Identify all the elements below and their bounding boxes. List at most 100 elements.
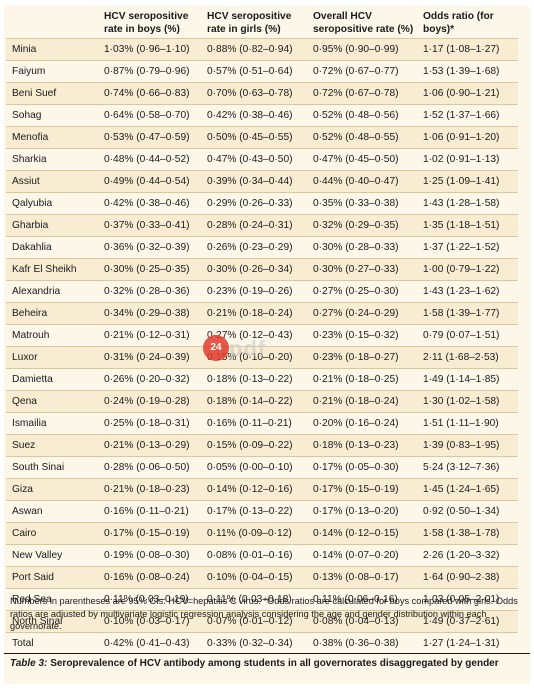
table-caption: Table 3: Seroprevalence of HCV antibody … bbox=[4, 653, 530, 674]
table-row: Faiyum 0·87% (0·79–0·96) 0·57% (0·51–0·64)… bbox=[6, 60, 518, 83]
girls-rate-cell: 0·30% (0·26–0·34) bbox=[203, 258, 309, 281]
overall-rate-cell: 0·21% (0·18–0·24) bbox=[309, 390, 419, 413]
governorate-cell: Beni Suef bbox=[6, 82, 100, 105]
table-row: Beheira 0·34% (0·29–0·38) 0·21% (0·18–0·24… bbox=[6, 302, 518, 325]
boys-rate-cell: 0·11% (0·03–0·19) bbox=[100, 588, 203, 611]
boys-rate-cell: 0·16% (0·11–0·21) bbox=[100, 500, 203, 523]
girls-rate-cell: 0·39% (0·34–0·44) bbox=[203, 170, 309, 193]
header-boys-rate: HCV seropositive rate in boys (%) bbox=[104, 11, 189, 35]
boys-rate-cell: 0·28% (0·06–0·50) bbox=[100, 456, 203, 479]
girls-rate-cell: 0·27% (0·12–0·43) bbox=[203, 324, 309, 347]
girls-rate-cell: 0·15% (0·09–0·22) bbox=[203, 434, 309, 457]
overall-rate-cell: 0·52% (0·48–0·55) bbox=[309, 126, 419, 149]
seroprevalence-table: HCV seropositive rate in boys (%) HCV se… bbox=[6, 2, 518, 655]
governorate-cell: Total bbox=[6, 632, 100, 655]
overall-rate-cell: 0·35% (0·33–0·38) bbox=[309, 192, 419, 215]
odds-ratio-cell: 1·06 (0·90–1·21) bbox=[419, 82, 518, 105]
table-row: North Sinai 0·10% (0·03–0·17) 0·07% (0·01–… bbox=[6, 610, 518, 633]
governorate-cell: South Sinai bbox=[6, 456, 100, 479]
boys-rate-cell: 0·31% (0·24–0·39) bbox=[100, 346, 203, 369]
boys-rate-cell: 0·24% (0·19–0·28) bbox=[100, 390, 203, 413]
boys-rate-cell: 0·37% (0·33–0·41) bbox=[100, 214, 203, 237]
boys-rate-cell: 0·21% (0·18–0·23) bbox=[100, 478, 203, 501]
header-overall-rate: Overall HCV seropositive rate (%) bbox=[313, 11, 414, 35]
odds-ratio-cell: 1·52 (1·37–1·66) bbox=[419, 104, 518, 127]
overall-rate-cell: 0·30% (0·28–0·33) bbox=[309, 236, 419, 259]
table-row: Qalyubia 0·42% (0·38–0·46) 0·29% (0·26–0·3… bbox=[6, 192, 518, 215]
table-row: Menofia 0·53% (0·47–0·59) 0·50% (0·45–0·55… bbox=[6, 126, 518, 149]
girls-rate-cell: 0·18% (0·13–0·22) bbox=[203, 368, 309, 391]
governorate-cell: Damietta bbox=[6, 368, 100, 391]
boys-rate-cell: 0·36% (0·32–0·39) bbox=[100, 236, 203, 259]
boys-rate-cell: 0·30% (0·25–0·35) bbox=[100, 258, 203, 281]
girls-rate-cell: 0·10% (0·04–0·15) bbox=[203, 566, 309, 589]
table-row: Damietta 0·26% (0·20–0·32) 0·18% (0·13–0·2… bbox=[6, 368, 518, 391]
table-row: Assiut 0·49% (0·44–0·54) 0·39% (0·34–0·44)… bbox=[6, 170, 518, 193]
header-girls-rate: HCV seropositive rate in girls (%) bbox=[207, 11, 292, 35]
governorate-cell: New Valley bbox=[6, 544, 100, 567]
odds-ratio-cell: 1·27 (1·24–1·31) bbox=[419, 632, 518, 655]
overall-rate-cell: 0·23% (0·15–0·32) bbox=[309, 324, 419, 347]
overall-rate-cell: 0·17% (0·15–0·19) bbox=[309, 478, 419, 501]
odds-ratio-cell: 1·25 (1·09–1·41) bbox=[419, 170, 518, 193]
girls-rate-cell: 0·18% (0·14–0·22) bbox=[203, 390, 309, 413]
table-header-row: HCV seropositive rate in boys (%) HCV se… bbox=[6, 2, 518, 38]
boys-rate-cell: 0·53% (0·47–0·59) bbox=[100, 126, 203, 149]
odds-ratio-cell: 1·03 (0·05–2·01) bbox=[419, 588, 518, 611]
overall-rate-cell: 0·30% (0·27–0·33) bbox=[309, 258, 419, 281]
girls-rate-cell: 0·15% (0·10–0·20) bbox=[203, 346, 309, 369]
governorate-cell: Red Sea bbox=[6, 588, 100, 611]
odds-ratio-cell: 1·30 (1·02–1·58) bbox=[419, 390, 518, 413]
boys-rate-cell: 0·25% (0·18–0·31) bbox=[100, 412, 203, 435]
odds-ratio-cell: 1·53 (1·39–1·68) bbox=[419, 60, 518, 83]
governorate-cell: Dakahlia bbox=[6, 236, 100, 259]
boys-rate-cell: 1·03% (0·96–1·10) bbox=[100, 37, 203, 61]
girls-rate-cell: 0·42% (0·38–0·46) bbox=[203, 104, 309, 127]
overall-rate-cell: 0·11% (0·06–0·16) bbox=[309, 588, 419, 611]
girls-rate-cell: 0·16% (0·11–0·21) bbox=[203, 412, 309, 435]
overall-rate-cell: 0·32% (0·29–0·35) bbox=[309, 214, 419, 237]
boys-rate-cell: 0·64% (0·58–0·70) bbox=[100, 104, 203, 127]
table-footnotes: Numbers in parentheses are 95% CIs. HCV=… bbox=[10, 596, 518, 631]
table-row: Sharkia 0·48% (0·44–0·52) 0·47% (0·43–0·50… bbox=[6, 148, 518, 171]
odds-ratio-cell: 1·43 (1·23–1·62) bbox=[419, 280, 518, 303]
governorate-cell: Assiut bbox=[6, 170, 100, 193]
boys-rate-cell: 0·26% (0·20–0·32) bbox=[100, 368, 203, 391]
odds-ratio-cell: 2·26 (1·20–3·32) bbox=[419, 544, 518, 567]
girls-rate-cell: 0·57% (0·51–0·64) bbox=[203, 60, 309, 83]
governorate-cell: Qalyubia bbox=[6, 192, 100, 215]
boys-rate-cell: 0·10% (0·03–0·17) bbox=[100, 610, 203, 633]
governorate-cell: Cairo bbox=[6, 522, 100, 545]
table-row: Matrouh 0·21% (0·12–0·31) 0·27% (0·12–0·43… bbox=[6, 324, 518, 347]
odds-ratio-cell: 1·49 (0·37–2·61) bbox=[419, 610, 518, 633]
governorate-cell: Matrouh bbox=[6, 324, 100, 347]
odds-ratio-cell: 5·24 (3·12–7·36) bbox=[419, 456, 518, 479]
odds-ratio-cell: 0·79 (0·07–1·51) bbox=[419, 324, 518, 347]
header-governorate bbox=[6, 2, 100, 38]
governorate-cell: Minia bbox=[6, 37, 100, 61]
overall-rate-cell: 0·14% (0·07–0·20) bbox=[309, 544, 419, 567]
boys-rate-cell: 0·16% (0·08–0·24) bbox=[100, 566, 203, 589]
odds-ratio-cell: 1·00 (0·79–1·22) bbox=[419, 258, 518, 281]
governorate-cell: Sohag bbox=[6, 104, 100, 127]
table-row: Gharbia 0·37% (0·33–0·41) 0·28% (0·24–0·31… bbox=[6, 214, 518, 237]
overall-rate-cell: 0·14% (0·12–0·15) bbox=[309, 522, 419, 545]
governorate-cell: Menofia bbox=[6, 126, 100, 149]
odds-ratio-cell: 1·45 (1·24–1·65) bbox=[419, 478, 518, 501]
overall-rate-cell: 0·13% (0·08–0·17) bbox=[309, 566, 419, 589]
boys-rate-cell: 0·21% (0·12–0·31) bbox=[100, 324, 203, 347]
boys-rate-cell: 0·48% (0·44–0·52) bbox=[100, 148, 203, 171]
governorate-cell: Beheira bbox=[6, 302, 100, 325]
table-row: Alexandria 0·32% (0·28–0·36) 0·23% (0·19–0… bbox=[6, 280, 518, 303]
watermark-badge: 24 bbox=[203, 335, 229, 361]
girls-rate-cell: 0·50% (0·45–0·55) bbox=[203, 126, 309, 149]
governorate-cell: Aswan bbox=[6, 500, 100, 523]
watermark-text: pdf bbox=[229, 336, 267, 361]
governorate-cell: Port Said bbox=[6, 566, 100, 589]
boys-rate-cell: 0·42% (0·38–0·46) bbox=[100, 192, 203, 215]
odds-ratio-cell: 1·51 (1·11–1·90) bbox=[419, 412, 518, 435]
header-odds-ratio: Odds ratio (for boys)* bbox=[423, 11, 494, 35]
odds-ratio-cell: 1·06 (0·91–1·20) bbox=[419, 126, 518, 149]
table-row: Total 0·42% (0·41–0·43) 0·33% (0·32–0·34) 0… bbox=[6, 632, 518, 655]
overall-rate-cell: 0·21% (0·18–0·25) bbox=[309, 368, 419, 391]
